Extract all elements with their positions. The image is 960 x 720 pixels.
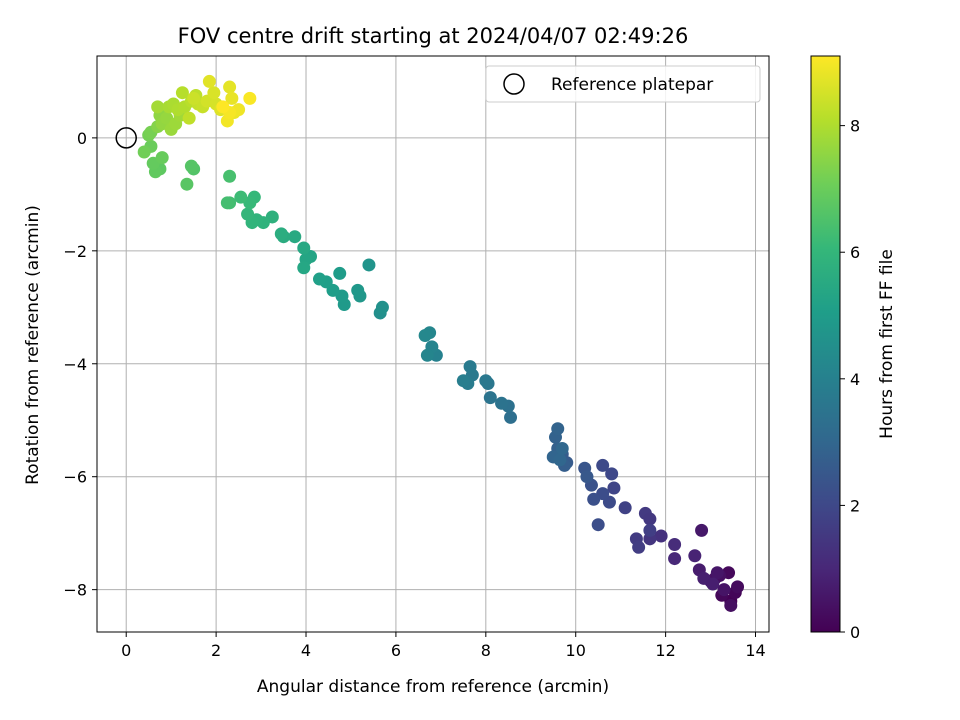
data-point — [706, 577, 720, 591]
reference-platepar-marker — [115, 127, 137, 149]
data-point — [479, 374, 493, 388]
data-point — [591, 518, 605, 532]
x-tick-label: 10 — [566, 641, 586, 660]
data-point — [155, 151, 169, 165]
legend-box — [485, 65, 761, 103]
data-point — [688, 549, 702, 563]
x-tick-label: 0 — [121, 641, 131, 660]
data-point — [710, 566, 724, 580]
data-point — [175, 86, 189, 100]
data-point — [216, 100, 230, 114]
data-point — [234, 190, 248, 204]
data-point — [223, 169, 237, 183]
data-point — [225, 91, 239, 105]
data-point — [220, 196, 234, 210]
data-point — [504, 410, 518, 424]
data-point — [223, 80, 237, 94]
legend-reference-marker — [503, 73, 525, 95]
data-point — [288, 230, 302, 244]
x-tick-label: 2 — [211, 641, 221, 660]
y-tick-label: −2 — [63, 242, 87, 261]
data-point — [724, 598, 738, 612]
data-point — [207, 86, 221, 100]
colorbar-label: Hours from first FF file — [877, 249, 897, 439]
data-point — [643, 512, 657, 526]
data-points — [137, 74, 745, 612]
colorbar-tick-label: 8 — [850, 117, 860, 136]
data-point — [596, 458, 610, 472]
y-tick-label: −8 — [63, 581, 87, 600]
data-point — [463, 360, 477, 374]
data-point — [137, 145, 151, 159]
data-point — [695, 523, 709, 537]
data-point — [274, 227, 288, 241]
data-point — [420, 348, 434, 362]
data-point — [151, 100, 165, 114]
data-point — [180, 177, 194, 191]
data-point — [607, 481, 621, 495]
data-point — [297, 261, 311, 275]
data-point — [580, 470, 594, 484]
grid-lines — [97, 56, 769, 632]
data-point — [241, 207, 255, 221]
data-point — [483, 391, 497, 405]
y-tick-label: −6 — [63, 468, 87, 487]
x-axis-label: Angular distance from reference (arcmin) — [257, 677, 609, 697]
data-point — [555, 441, 569, 455]
data-point — [375, 300, 389, 314]
axis-ticks: 0 2 4 6 8 10 12 14 0 −2 −4 −6 −8 — [63, 129, 765, 660]
data-point — [351, 283, 365, 297]
legend-entry-label: Reference platepar — [551, 75, 713, 95]
data-point — [668, 537, 682, 551]
colorbar-tick-label: 0 — [850, 623, 860, 642]
data-point — [184, 159, 198, 173]
plot-area-frame — [96, 55, 770, 633]
x-tick-label: 6 — [391, 641, 401, 660]
data-point — [313, 272, 327, 286]
data-point — [362, 258, 376, 272]
data-point — [553, 453, 567, 467]
data-point — [654, 529, 668, 543]
data-point — [333, 266, 347, 280]
colorbar-tick-label: 2 — [850, 496, 860, 515]
x-tick-label: 8 — [481, 641, 491, 660]
data-point — [618, 501, 632, 515]
data-point — [717, 583, 731, 597]
data-point — [632, 540, 646, 554]
colorbar-tick-label: 6 — [850, 243, 860, 262]
colorbar-ticks: 0 2 4 6 8 — [840, 117, 860, 642]
y-tick-label: 0 — [77, 129, 87, 148]
x-tick-label: 4 — [301, 641, 311, 660]
data-point — [297, 241, 311, 255]
data-point — [731, 580, 745, 594]
data-point — [187, 91, 201, 105]
data-point — [668, 552, 682, 566]
data-point — [456, 374, 470, 388]
data-point — [643, 523, 657, 537]
data-point — [202, 74, 216, 88]
colorbar-tick-label: 4 — [850, 370, 860, 389]
chart-title: FOV centre drift starting at 2024/04/07 … — [178, 24, 689, 48]
data-point — [243, 91, 257, 105]
y-axis-label: Rotation from reference (arcmin) — [23, 205, 43, 485]
y-tick-label: −4 — [63, 355, 87, 374]
x-tick-label: 12 — [655, 641, 675, 660]
data-point — [587, 492, 601, 506]
data-point — [418, 329, 432, 343]
data-point — [182, 111, 196, 125]
reference-marker-layer — [115, 127, 137, 149]
x-tick-label: 14 — [745, 641, 765, 660]
data-point — [605, 467, 619, 481]
data-point — [495, 396, 509, 410]
legend: Reference platepar — [485, 65, 761, 103]
colorbar — [810, 55, 841, 633]
data-point — [551, 422, 565, 436]
